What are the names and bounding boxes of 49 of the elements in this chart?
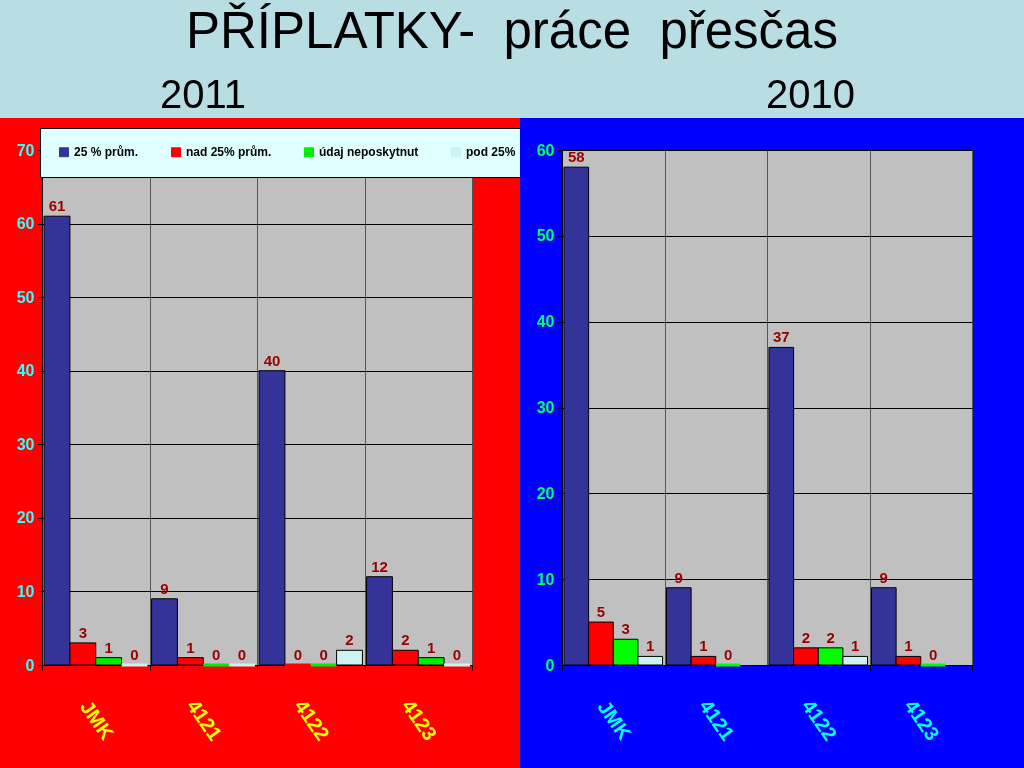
data-label: 0 <box>293 646 302 663</box>
data-label: 0 <box>237 646 247 663</box>
data-label: 0 <box>319 646 328 663</box>
legend-label: údaj neposkytnut <box>319 145 419 160</box>
data-label: 1 <box>851 637 860 655</box>
data-label: 37 <box>772 328 790 346</box>
data-label: 0 <box>130 646 139 663</box>
data-label: 61 <box>48 197 66 215</box>
y-tick-label: 30 <box>16 435 35 453</box>
data-label: 0 <box>723 646 733 663</box>
y-tick-label: 20 <box>536 484 555 502</box>
data-label: 1 <box>427 638 436 656</box>
y-tick-label: 50 <box>16 288 35 306</box>
data-label: 3 <box>621 620 630 638</box>
y-tick-label: 40 <box>16 362 35 380</box>
data-label: 1 <box>104 638 113 656</box>
chart-subtitle: 2011 <box>0 70 520 118</box>
data-label: 40 <box>263 351 281 369</box>
data-label: 2 <box>401 631 410 649</box>
data-label: 1 <box>186 638 195 656</box>
data-label: 2 <box>801 628 811 646</box>
y-tick-label: 30 <box>536 399 555 416</box>
y-tick-label: 70 <box>16 141 35 159</box>
y-tick-label: 60 <box>536 141 555 159</box>
data-label: 0 <box>452 646 462 663</box>
y-tick-label: 10 <box>536 570 555 588</box>
chart-title: PŘÍPLATKY- práce přesčas <box>185 1 839 61</box>
data-label: 1 <box>699 637 708 655</box>
y-tick-label: 0 <box>25 656 35 674</box>
y-tick-label: 50 <box>536 227 555 245</box>
data-label: 12 <box>371 557 388 575</box>
data-label: 1 <box>904 637 913 655</box>
y-tick-label: 20 <box>16 509 35 527</box>
chart-subtitle: 2010 <box>520 70 1024 118</box>
y-tick-label: 60 <box>16 215 35 233</box>
data-label: 3 <box>78 623 87 641</box>
legend-label: nad 25% prům. <box>186 145 272 160</box>
data-label: 0 <box>212 646 221 663</box>
y-tick-label: 10 <box>16 582 35 600</box>
data-label: 5 <box>596 603 606 621</box>
legend-label: 25 % prům. <box>74 145 139 160</box>
y-tick-label: 40 <box>536 313 555 331</box>
data-label: 58 <box>567 148 585 166</box>
data-label: 2 <box>826 628 835 646</box>
data-label: 2 <box>345 631 354 649</box>
data-label: 0 <box>928 646 938 663</box>
data-label: 1 <box>646 637 655 655</box>
legend-label: pod 25% <box>466 145 516 160</box>
y-tick-label: 0 <box>545 656 555 674</box>
